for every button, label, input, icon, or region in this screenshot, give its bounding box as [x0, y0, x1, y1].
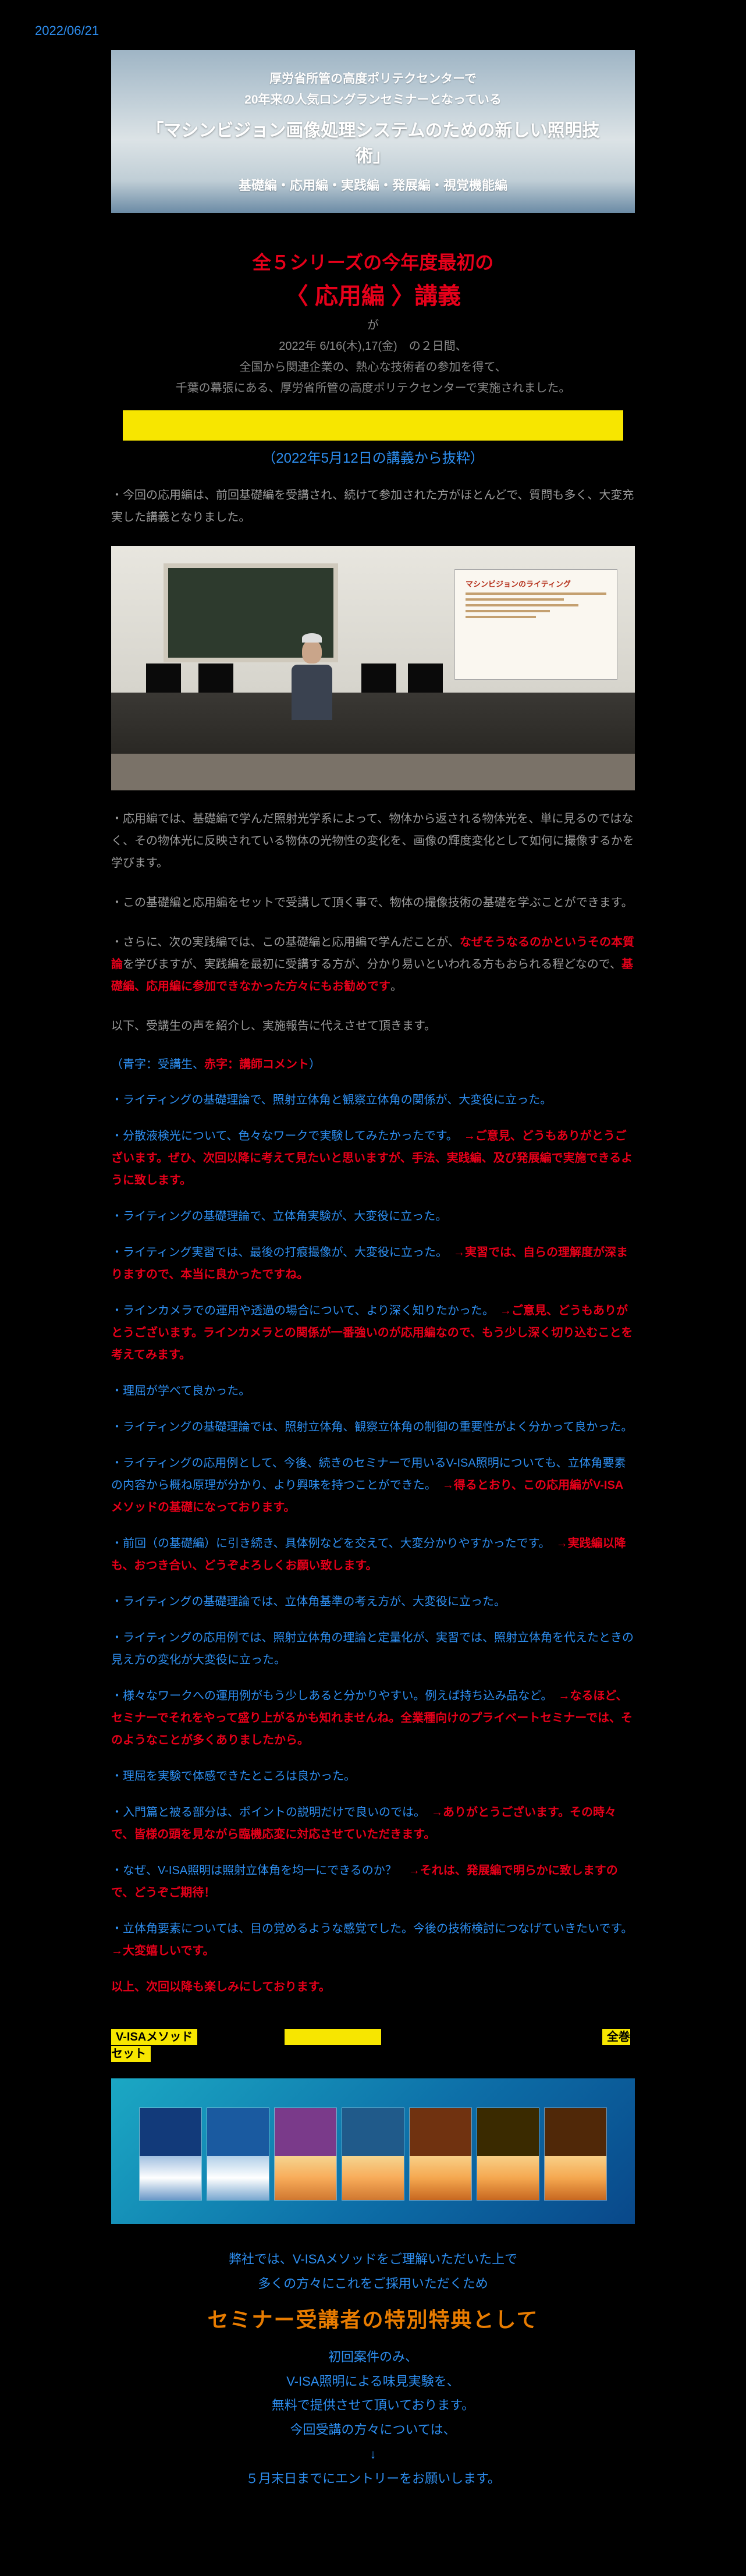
feedback-item: ・理屈を実験で体感できたところは良かった。 — [111, 1765, 635, 1787]
feedback-blue: ・理屈を実験で体感できたところは良かった。 — [111, 1770, 356, 1783]
book-2 — [207, 2107, 269, 2201]
legend-close: ） — [309, 1058, 321, 1071]
banner-title: 「マシンビジョン画像処理システムのための新しい照明技術」 — [134, 116, 612, 167]
para-4: ・さらに、次の実践編では、この基礎編と応用編で学んだことが、なぜそうなるのかとい… — [111, 931, 635, 998]
feedback-item: ・前回（の基礎編）に引き続き、具体例などを交えて、大変分かりやすかったです。 →… — [111, 1532, 635, 1577]
legend-sep: 、 — [193, 1058, 204, 1071]
p4a: ・さらに、次の実践編では、この基礎編と応用編で学んだことが、 — [111, 936, 460, 949]
para-2: ・応用編では、基礎編で学んだ照射光学系によって、物体から返される物体光を、単に見… — [111, 808, 635, 874]
book-5 — [409, 2107, 472, 2201]
feedback-item: ・様々なワークへの運用例がもう少しあると分かりやすい。例えば持ち込み品など。 →… — [111, 1685, 635, 1751]
book-7 — [544, 2107, 607, 2201]
para-3: ・この基礎編と応用編をセットで受講して頂く事で、物体の撮像技術の基礎を学ぶことが… — [111, 892, 635, 914]
feedback-item: ・分散液検光について、色々なワークで実験してみたかったです。 →ご意見、どうもあ… — [111, 1125, 635, 1191]
feedback-blue: ・ラインカメラでの運用や透過の場合について、より深く知りたかった。 — [111, 1304, 500, 1317]
feedback-item: ・ライティングの応用例では、照射立体角の理論と定量化が、実習では、照射立体角を代… — [111, 1627, 635, 1671]
promo-l7: ↓ — [111, 2442, 635, 2467]
banner-line4: 基礎編・応用編・実践編・発展編・視覚機能編 — [239, 175, 507, 194]
intro-g3: 千葉の幕張にある、厚労省所管の高度ポリテクセンターで実施されました。 — [111, 378, 635, 399]
slide-title: マシンビジョンのライティング — [466, 578, 606, 589]
lecture-photo: マシンビジョンのライティング — [111, 546, 635, 790]
promo-l1: 弊社では、V-ISAメソッドをご理解いただいた上で — [111, 2247, 635, 2272]
feedback-blue: ・分散液検光について、色々なワークで実験してみたかったです。 — [111, 1130, 464, 1142]
projection-screen: マシンビジョンのライティング — [454, 569, 617, 680]
paren-note: （2022年5月12日の講義から抜粋） — [111, 446, 635, 467]
banner-line1: 厚労省所管の高度ポリテクセンターで — [269, 69, 477, 87]
feedback-item: ・ライティングの応用例として、今後、続きのセミナーで用いるV-ISA照明について… — [111, 1452, 635, 1518]
book-1 — [139, 2107, 202, 2201]
feedback-item: ・ライティングの基礎理論で、立体角実験が、大変役に立った。 — [111, 1205, 635, 1227]
books-band — [111, 2078, 635, 2224]
legend-open: （ — [111, 1058, 123, 1071]
feedback-item: ・入門篇と被る部分は、ポイントの説明だけで良いのでは。 →ありがとうございます。… — [111, 1801, 635, 1846]
intro-g2: 全国から関連企業の、熱心な技術者の参加を得て、 — [111, 357, 635, 378]
headline-1: 全５シリーズの今年度最初の — [111, 248, 635, 278]
feedback-item: ・ライティング実習では、最後の打痕撮像が、大変役に立った。 →実習では、自らの理… — [111, 1241, 635, 1286]
post-date: 2022/06/21 — [0, 23, 746, 38]
book-3 — [274, 2107, 337, 2201]
book-6 — [477, 2107, 539, 2201]
promo-l8: ５月末日までにエントリーをお願いします。 — [111, 2467, 635, 2491]
feedback-item: ・ラインカメラでの運用や透過の場合について、より深く知りたかった。 →ご意見、ど… — [111, 1300, 635, 1366]
feedback-item: ・ライティングの基礎理論では、立体角基準の考え方が、大変役に立った。 — [111, 1591, 635, 1613]
closing-line: 以上、次回以降も楽しみにしております。 — [111, 1976, 635, 1998]
yellow-row: V-ISAメソッド 全巻セット — [111, 2027, 635, 2061]
p4e: 。 — [390, 980, 402, 993]
promo-block: 弊社では、V-ISAメソッドをご理解いただいた上で 多くの方々にこれをご採用いた… — [111, 2247, 635, 2490]
feedback-item: ・ライティングの基礎理論では、照射立体角、観察立体角の制御の重要性がよく分かって… — [111, 1416, 635, 1438]
yellow-box — [123, 410, 623, 441]
para-1: ・今回の応用編は、前回基礎編を受講され、続けて参加された方がほとんどで、質問も多… — [111, 484, 635, 528]
feedback-blue: ・ライティングの基礎理論で、立体角実験が、大変役に立った。 — [111, 1210, 447, 1223]
feedback-item: ・ライティングの基礎理論で、照射立体角と観察立体角の関係が、大変役に立った。 — [111, 1089, 635, 1111]
feedback-item: ・理屈が学べて良かった。 — [111, 1380, 635, 1402]
feedback-blue: ・ライティングの基礎理論では、照射立体角、観察立体角の制御の重要性がよく分かって… — [111, 1421, 633, 1434]
feedback-blue: ・ライティングの基礎理論では、立体角基準の考え方が、大変役に立った。 — [111, 1595, 506, 1608]
feedback-item: ・立体角要素については、目の覚めるような感覚でした。今後の技術検討につなげていき… — [111, 1918, 635, 1962]
promo-l6: 今回受講の方々については、 — [111, 2418, 635, 2442]
intro-g1: 2022年 6/16(木),17(金) の２日間、 — [111, 336, 635, 357]
feedback-blue: ・立体角要素については、目の覚めるような感覚でした。今後の技術検討につなげていき… — [111, 1922, 638, 1935]
feedback-blue: ・入門篇と被る部分は、ポイントの説明だけで良いのでは。 — [111, 1806, 431, 1819]
feedback-blue: ・ライティングの応用例では、照射立体角の理論と定量化が、実習では、照射立体角を代… — [111, 1631, 634, 1666]
feedback-blue: ・様々なワークへの運用例がもう少しあると分かりやすい。例えば持ち込み品など。 — [111, 1690, 558, 1702]
feedback-blue: ・前回（の基礎編）に引き続き、具体例などを交えて、大変分かりやすかったです。 — [111, 1537, 556, 1550]
legend-blue: 青字：受講生 — [123, 1058, 193, 1071]
feedback-blue: ・なぜ、V-ISA照明は照射立体角を均一にできるのか？ — [111, 1864, 408, 1877]
legend-red: 赤字：講師コメント — [204, 1058, 309, 1071]
feedback-red: →大変嬉しいです。 — [111, 1945, 214, 1957]
banner-line2: 20年来の人気ロングランセミナーとなっている — [244, 90, 502, 108]
promo-title: セミナー受講者の特別特典として — [111, 2303, 635, 2333]
hero-banner: 厚労省所管の高度ポリテクセンターで 20年来の人気ロングランセミナーとなっている… — [111, 50, 635, 213]
p4c: を学びますが、実践編を最初に受講する方が、分かり易いといわれる方もおられる程どな… — [123, 958, 621, 971]
feedback-blue: ・ライティング実習では、最後の打痕撮像が、大変役に立った。 — [111, 1246, 453, 1259]
promo-l4: V-ISA照明による味見実験を、 — [111, 2369, 635, 2394]
yr-a: V-ISAメソッド — [111, 2029, 197, 2045]
promo-l5: 無料で提供させて頂いております。 — [111, 2393, 635, 2418]
feedback-item: ・なぜ、V-ISA照明は照射立体角を均一にできるのか？ →それは、発展編で明らか… — [111, 1860, 635, 1904]
book-4 — [342, 2107, 404, 2201]
headline-2: 〈 応用編 〉講義 — [111, 278, 635, 315]
promo-l3: 初回案件のみ、 — [111, 2345, 635, 2369]
promo-l2: 多くの方々にこれをご採用いただくため — [111, 2272, 635, 2296]
feedback-blue: ・理屈が学べて良かった。 — [111, 1385, 250, 1397]
feedback-blue: ・ライティングの基礎理論で、照射立体角と観察立体角の関係が、大変役に立った。 — [111, 1094, 552, 1106]
intro-ga: が — [111, 315, 635, 336]
legend: （青字：受講生、赤字：講師コメント） — [111, 1055, 635, 1071]
para-5: 以下、受講生の声を紹介し、実施報告に代えさせて頂きます。 — [111, 1015, 635, 1037]
